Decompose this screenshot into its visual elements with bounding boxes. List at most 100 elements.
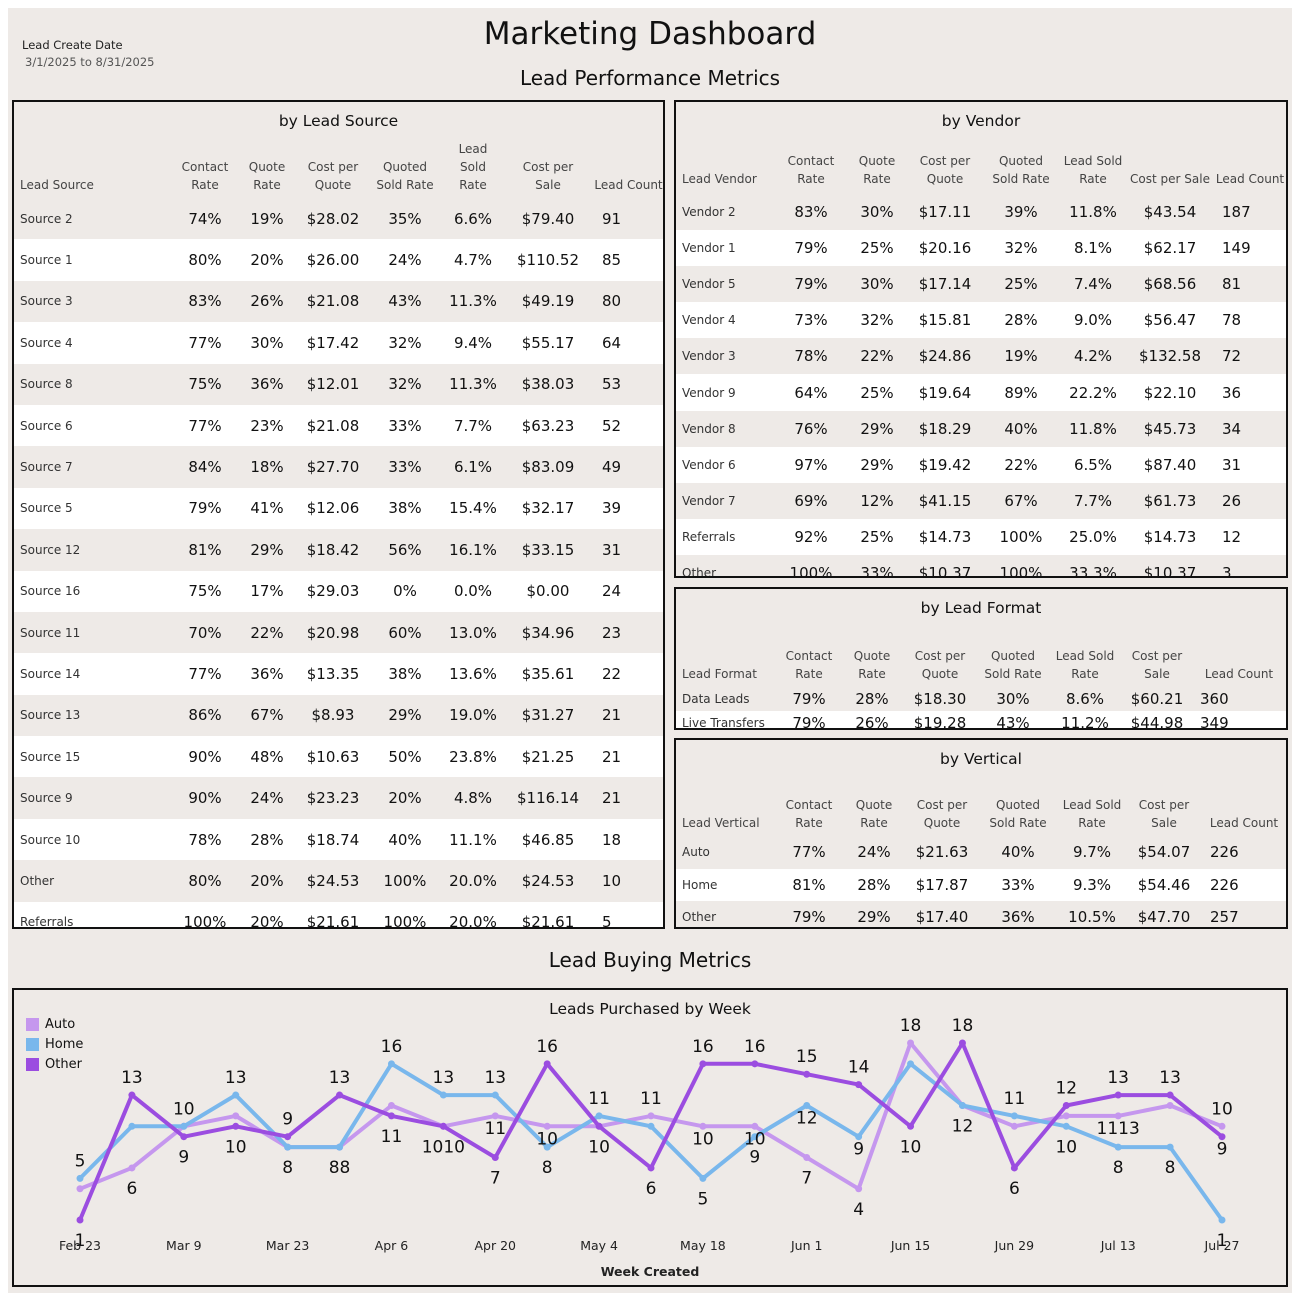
table-row[interactable]: Vendor 8 76% 29% $18.29 40% 11.8% $45.73 34 bbox=[676, 410, 1286, 447]
data-point-other[interactable] bbox=[647, 1164, 655, 1172]
data-point-auto[interactable] bbox=[907, 1039, 915, 1047]
data-point-auto[interactable] bbox=[1218, 1122, 1226, 1130]
column-header[interactable]: Lead Sold Rate bbox=[1058, 790, 1126, 836]
column-header[interactable]: Contact Rate bbox=[776, 639, 842, 687]
data-point-other[interactable] bbox=[855, 1081, 863, 1089]
data-point-other[interactable] bbox=[1166, 1091, 1174, 1099]
table-row[interactable]: Source 11 70% 22% $20.98 60% 13.0% $34.96 23 bbox=[14, 611, 663, 654]
table-row[interactable]: Vendor 1 79% 25% $20.16 32% 8.1% $62.17 149 bbox=[676, 230, 1286, 267]
column-header[interactable]: Lead Format bbox=[676, 639, 776, 687]
data-point-home[interactable] bbox=[76, 1174, 84, 1182]
table-row[interactable]: Source 12 81% 29% $18.42 56% 16.1% $33.15 31 bbox=[14, 529, 663, 571]
column-header[interactable]: Quoted Sold Rate bbox=[978, 790, 1058, 836]
table-row[interactable]: Data Leads 79% 28% $18.30 30% 8.6% $60.21 360 bbox=[676, 687, 1286, 711]
table-row[interactable]: Source 2 74% 19% $28.02 35% 6.6% $79.40 91 bbox=[14, 198, 663, 240]
table-row[interactable]: Auto 77% 24% $21.63 40% 9.7% $54.07 226 bbox=[676, 836, 1286, 869]
data-point-auto[interactable] bbox=[855, 1185, 863, 1193]
column-header[interactable]: Cost per Sale bbox=[1126, 140, 1214, 194]
table-row[interactable]: Source 13 86% 67% $8.93 29% 19.0% $31.27 21 bbox=[14, 694, 663, 737]
table-row[interactable]: Source 9 90% 24% $23.23 20% 4.8% $116.14 21 bbox=[14, 777, 663, 819]
data-point-other[interactable] bbox=[439, 1122, 447, 1130]
data-point-other[interactable] bbox=[232, 1122, 240, 1130]
data-point-auto[interactable] bbox=[232, 1112, 240, 1120]
table-row[interactable]: Vendor 7 69% 12% $41.15 67% 7.7% $61.73 26 bbox=[676, 482, 1286, 519]
column-header[interactable]: Cost per Sale bbox=[1122, 639, 1192, 687]
data-point-other[interactable] bbox=[1010, 1164, 1018, 1172]
data-point-other[interactable] bbox=[699, 1060, 707, 1068]
table-row[interactable]: Source 7 84% 18% $27.70 33% 6.1% $83.09 49 bbox=[14, 446, 663, 488]
table-row[interactable]: Source 5 79% 41% $12.06 38% 15.4% $32.17 39 bbox=[14, 487, 663, 530]
data-point-auto[interactable] bbox=[803, 1154, 811, 1162]
data-point-home[interactable] bbox=[1218, 1216, 1226, 1224]
data-point-auto[interactable] bbox=[387, 1101, 395, 1109]
data-point-other[interactable] bbox=[803, 1070, 811, 1078]
data-point-other[interactable] bbox=[958, 1039, 966, 1047]
data-point-home[interactable] bbox=[180, 1122, 188, 1130]
date-filter-value[interactable]: 3/1/2025 to 8/31/2025 bbox=[25, 55, 155, 69]
data-point-other[interactable] bbox=[491, 1154, 499, 1162]
data-point-other[interactable] bbox=[595, 1122, 603, 1130]
table-row[interactable]: Vendor 2 83% 30% $17.11 39% 11.8% $43.54 187 bbox=[676, 194, 1286, 231]
table-row[interactable]: Source 4 77% 30% $17.42 32% 9.4% $55.17 64 bbox=[14, 322, 663, 364]
column-header[interactable]: Cost per Quote bbox=[902, 639, 978, 687]
data-point-auto[interactable] bbox=[491, 1112, 499, 1120]
column-header[interactable]: Quoted Sold Rate bbox=[366, 140, 444, 198]
column-header[interactable]: Lead Sold Rate bbox=[1060, 140, 1126, 194]
column-header[interactable]: Cost per Quote bbox=[908, 140, 982, 194]
data-point-home[interactable] bbox=[1062, 1122, 1070, 1130]
column-header[interactable]: Cost per Sale bbox=[1126, 790, 1202, 836]
data-point-home[interactable] bbox=[491, 1091, 499, 1099]
column-header[interactable]: Lead Count bbox=[1214, 140, 1286, 194]
table-row[interactable]: Source 15 90% 48% $10.63 50% 23.8% $21.25 21 bbox=[14, 736, 663, 778]
column-header[interactable]: Lead Count bbox=[594, 140, 663, 198]
legend-item-other[interactable]: Other bbox=[26, 1054, 83, 1074]
legend-item-home[interactable]: Home bbox=[26, 1034, 83, 1054]
data-point-home[interactable] bbox=[803, 1101, 811, 1109]
table-row[interactable]: Source 16 75% 17% $29.03 0% 0.0% $0.00 24 bbox=[14, 570, 663, 612]
data-point-other[interactable] bbox=[387, 1112, 395, 1120]
data-point-other[interactable] bbox=[180, 1133, 188, 1141]
table-row[interactable]: Vendor 4 73% 32% $15.81 28% 9.0% $56.47 78 bbox=[676, 302, 1286, 339]
column-header[interactable]: Contact Rate bbox=[176, 140, 234, 198]
data-point-auto[interactable] bbox=[647, 1112, 655, 1120]
data-point-home[interactable] bbox=[128, 1122, 136, 1130]
data-point-other[interactable] bbox=[284, 1133, 292, 1141]
data-point-home[interactable] bbox=[855, 1133, 863, 1141]
data-point-auto[interactable] bbox=[128, 1164, 136, 1172]
table-row[interactable]: Source 6 77% 23% $21.08 33% 7.7% $63.23 52 bbox=[14, 404, 663, 447]
data-point-home[interactable] bbox=[387, 1060, 395, 1068]
data-point-home[interactable] bbox=[543, 1143, 551, 1151]
table-row[interactable]: Other 79% 29% $17.40 36% 10.5% $47.70 257 bbox=[676, 901, 1286, 927]
data-point-auto[interactable] bbox=[751, 1122, 759, 1130]
data-point-home[interactable] bbox=[439, 1091, 447, 1099]
legend-item-auto[interactable]: Auto bbox=[26, 1014, 83, 1034]
column-header[interactable]: Lead Vendor bbox=[676, 140, 776, 194]
table-row[interactable]: Vendor 5 79% 30% $17.14 25% 7.4% $68.56 81 bbox=[676, 266, 1286, 303]
data-point-auto[interactable] bbox=[1114, 1112, 1122, 1120]
column-header[interactable]: Quote Rate bbox=[842, 639, 902, 687]
column-header[interactable]: Contact Rate bbox=[776, 790, 842, 836]
data-point-other[interactable] bbox=[751, 1060, 759, 1068]
data-point-auto[interactable] bbox=[1166, 1101, 1174, 1109]
data-point-other[interactable] bbox=[128, 1091, 136, 1099]
data-point-other[interactable] bbox=[1218, 1133, 1226, 1141]
column-header[interactable]: Lead Source bbox=[14, 140, 176, 198]
table-row[interactable]: Other 80% 20% $24.53 100% 20.0% $24.53 10 bbox=[14, 860, 663, 902]
table-row[interactable]: Source 8 75% 36% $12.01 32% 11.3% $38.03 53 bbox=[14, 363, 663, 405]
column-header[interactable]: Cost per Sale bbox=[502, 140, 594, 198]
data-point-home[interactable] bbox=[1010, 1112, 1018, 1120]
table-row[interactable]: Source 10 78% 28% $18.74 40% 11.1% $46.85 18 bbox=[14, 818, 663, 861]
table-row[interactable]: Vendor 3 78% 22% $24.86 19% 4.2% $132.58 72 bbox=[676, 338, 1286, 375]
data-point-auto[interactable] bbox=[1010, 1122, 1018, 1130]
table-row[interactable]: Other 100% 33% $10.37 100% 33.3% $10.37 3 bbox=[676, 554, 1286, 576]
data-point-home[interactable] bbox=[232, 1091, 240, 1099]
column-header[interactable]: Quote Rate bbox=[842, 790, 906, 836]
column-header[interactable]: Quote Rate bbox=[234, 140, 300, 198]
data-point-home[interactable] bbox=[751, 1133, 759, 1141]
column-header[interactable]: Lead Count bbox=[1192, 639, 1286, 687]
data-point-home[interactable] bbox=[336, 1143, 344, 1151]
table-row[interactable]: Referrals 92% 25% $14.73 100% 25.0% $14.73 12 bbox=[676, 518, 1286, 555]
column-header[interactable]: Lead Count bbox=[1202, 790, 1286, 836]
column-header[interactable]: Cost per Quote bbox=[906, 790, 978, 836]
data-point-home[interactable] bbox=[595, 1112, 603, 1120]
